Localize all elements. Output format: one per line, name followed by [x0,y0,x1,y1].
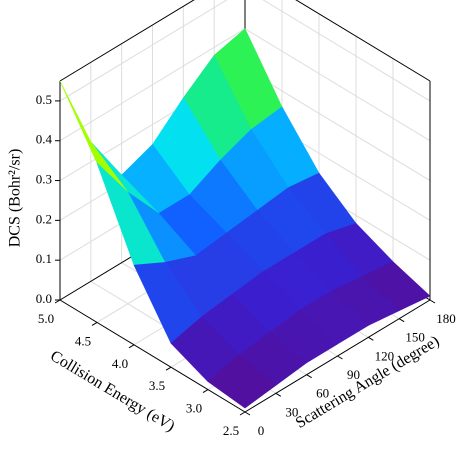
surface-patch [207,354,277,409]
z-tick-label: 0.0 [36,291,52,306]
y-tick-label: 120 [375,348,395,363]
x-tick [202,389,209,394]
y-tick [244,411,251,416]
x-tick-label: 2.5 [223,423,239,438]
z-tick-label: 0.4 [36,132,53,147]
x-tick-label: 3.0 [186,401,202,416]
x-tick [239,411,246,416]
axis-line [295,0,431,82]
z-axis-title: DCS (Bohr²/sr) [7,149,24,248]
z-tick-label: 0.2 [36,211,52,226]
axis-line [59,299,246,413]
grid-line [244,28,431,142]
z-tick-label: 0.1 [36,251,52,266]
y-tick-label: 180 [436,311,456,326]
y-tick-label: 60 [316,386,329,401]
x-tick [128,344,135,349]
x-tick [165,366,172,371]
surface [59,28,431,409]
y-tick [275,392,282,397]
y-tick [398,318,405,323]
axis-line [59,0,195,82]
y-tick [306,374,312,379]
z-tick-label: 0.3 [36,172,52,187]
x-tick-label: 4.5 [75,333,91,348]
grid-line [244,68,431,181]
x-tick-label: 3.5 [149,378,165,393]
x-tick-label: 4.0 [112,356,128,371]
grid-line [262,0,431,102]
y-tick-label: 0 [258,423,265,438]
z-tick-label: 0.5 [36,92,52,107]
y-tick [429,299,436,304]
y-tick [368,336,374,341]
x-tick [54,299,61,304]
x-tick [91,321,98,326]
x-tick-label: 5.0 [38,311,54,326]
y-tick-label: 90 [347,367,360,382]
y-tick-label: 30 [285,404,298,419]
y-tick [337,355,343,360]
y-tick-label: 150 [405,330,425,345]
